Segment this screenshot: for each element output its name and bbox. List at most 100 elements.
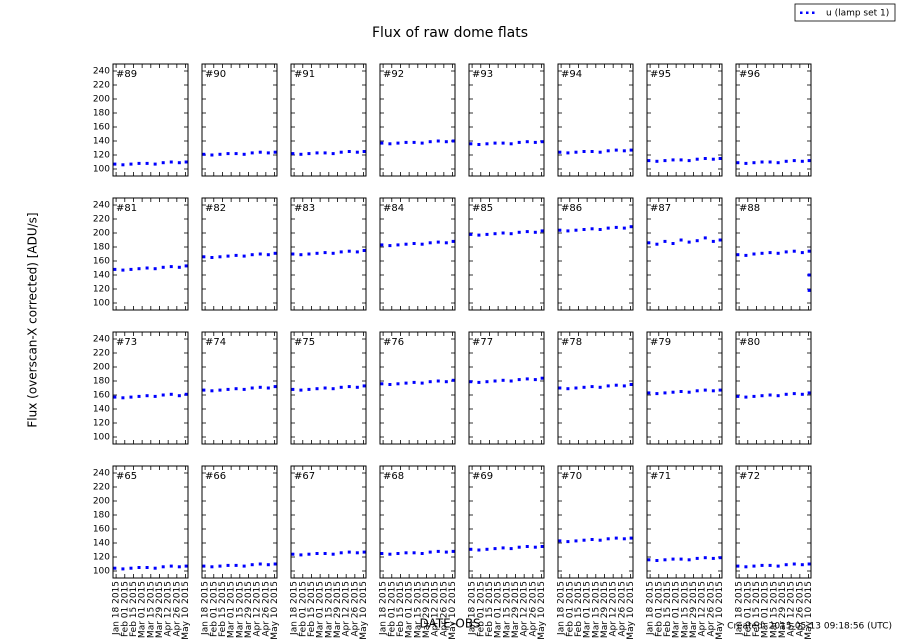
data-point: [768, 563, 772, 567]
data-point: [250, 386, 254, 390]
data-point: [153, 394, 157, 398]
data-point: [703, 236, 707, 240]
data-point: [711, 389, 715, 393]
data-point: [590, 150, 594, 153]
panel-frame: [379, 63, 456, 177]
x-tick-label: Apr 26 2015: [439, 581, 449, 637]
data-point: [218, 255, 222, 259]
data-point: [137, 566, 141, 569]
data-point: [129, 162, 133, 166]
data-point: [679, 238, 683, 242]
x-tick-label: Mar 15 2015: [413, 581, 423, 638]
data-point: [129, 267, 133, 271]
panel-label: #76: [383, 337, 404, 348]
data-point: [145, 394, 149, 398]
panel-frame: [290, 197, 367, 311]
data-point: [582, 538, 586, 542]
data-point: [629, 383, 633, 386]
data-point: [226, 387, 230, 391]
data-point: [718, 157, 722, 160]
data-point: [291, 152, 295, 156]
data-point: [169, 160, 173, 164]
panel-label: #69: [472, 471, 493, 482]
data-point: [177, 394, 181, 398]
data-point: [622, 537, 626, 541]
panel-frame: [735, 63, 812, 177]
x-tick-label: May 10 2015: [715, 581, 725, 640]
panel-label: #78: [561, 337, 582, 348]
data-point: [412, 242, 416, 245]
data-point: [307, 152, 311, 156]
data-point: [388, 552, 392, 556]
y-tick-label: 200: [93, 229, 110, 239]
data-point: [362, 550, 366, 554]
panel-frame: [735, 465, 812, 579]
x-tick-label: Mar 15 2015: [680, 581, 690, 638]
data-point: [655, 159, 659, 163]
data-point: [582, 228, 586, 231]
data-point: [525, 377, 529, 381]
panel-frame: [646, 465, 723, 579]
data-point: [121, 268, 125, 272]
data-point: [388, 142, 392, 146]
data-point: [121, 163, 125, 167]
x-tick-label: Apr 12 2015: [253, 581, 263, 637]
data-point: [339, 551, 343, 555]
x-tick-label: Feb 01 2015: [476, 581, 486, 637]
x-tick-label: May 10 2015: [537, 581, 547, 640]
data-point: [792, 159, 796, 163]
data-point: [184, 392, 188, 396]
data-point: [315, 151, 319, 155]
y-tick-label: 160: [93, 257, 110, 267]
data-point: [380, 243, 384, 247]
panel-frame: [557, 63, 634, 177]
data-point: [807, 159, 811, 163]
data-point: [258, 562, 262, 566]
y-tick-label: 180: [93, 511, 110, 521]
panel-label: #84: [383, 203, 404, 214]
panel-frame: [646, 63, 723, 177]
data-point: [574, 539, 578, 543]
data-point: [323, 151, 327, 155]
panel-frame: [735, 331, 812, 445]
x-tick-label: Feb 01 2015: [387, 581, 397, 637]
panel-frame: [112, 63, 189, 177]
data-point: [574, 228, 578, 232]
data-point: [784, 250, 788, 254]
data-point: [347, 385, 351, 389]
data-point: [234, 253, 238, 257]
data-point: [347, 550, 351, 554]
data-point: [679, 390, 683, 393]
data-point: [792, 392, 796, 396]
y-tick-label: 160: [93, 525, 110, 535]
panel-frame: [112, 465, 189, 579]
data-point: [469, 142, 473, 146]
data-point: [566, 229, 570, 233]
data-point: [161, 565, 165, 569]
y-tick-label: 100: [93, 299, 110, 309]
data-point: [161, 161, 165, 165]
x-tick-label: Feb 01 2015: [565, 581, 575, 637]
data-point: [362, 249, 366, 252]
data-point: [339, 150, 343, 154]
data-point: [169, 265, 173, 269]
x-tick-label: Apr 26 2015: [172, 581, 182, 637]
x-tick-label: Apr 12 2015: [431, 581, 441, 637]
x-tick-label: May 10 2015: [804, 581, 814, 640]
data-point: [291, 552, 295, 556]
data-point: [582, 385, 586, 389]
data-point: [362, 384, 366, 388]
data-point: [509, 379, 513, 383]
y-tick-label: 200: [93, 95, 110, 105]
data-point: [177, 565, 181, 569]
legend-marker: [800, 11, 803, 14]
data-point: [273, 251, 277, 255]
data-point: [121, 396, 125, 400]
x-tick-label: Feb 15 2015: [129, 581, 139, 637]
panel-label: #89: [116, 69, 137, 80]
y-tick-label: 140: [93, 137, 110, 147]
data-point: [776, 251, 780, 255]
data-point: [647, 391, 651, 395]
x-tick-label: Feb 15 2015: [218, 581, 228, 637]
x-tick-label: Mar 01 2015: [583, 581, 593, 638]
